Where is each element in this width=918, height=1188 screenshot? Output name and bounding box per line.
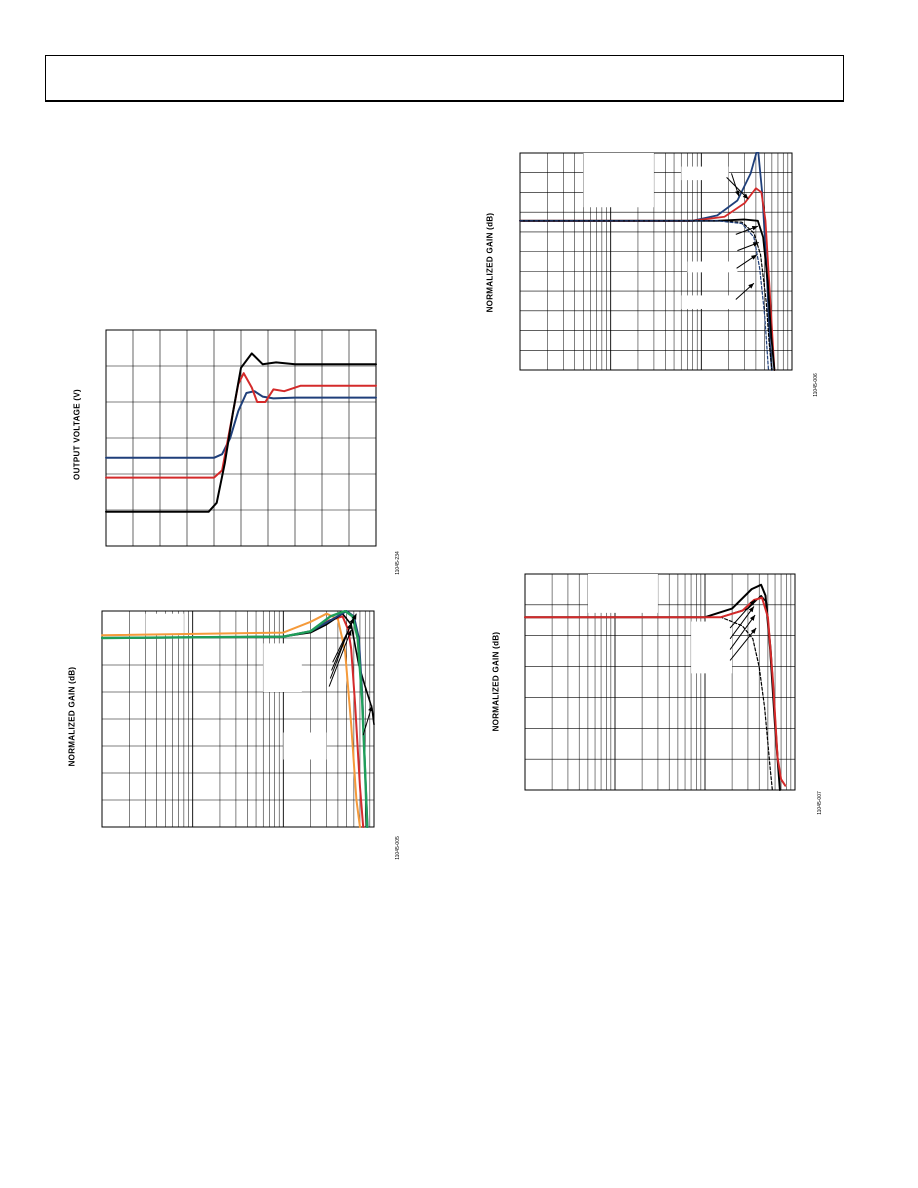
c3-annotation-arrow-3 — [737, 242, 759, 252]
chart-c2-y-axis-label: NORMALIZED GAIN (dB) — [67, 666, 77, 767]
c2-annotation-arrow-4 — [362, 705, 373, 736]
c1-series-line-2 — [105, 352, 377, 513]
c3-legend-area-3 — [687, 261, 738, 273]
c2-annotation-arrow-3 — [332, 613, 357, 663]
c3-series-line-2 — [519, 218, 776, 371]
c1-series-line-1 — [105, 372, 377, 479]
c3-series-line-1 — [519, 187, 776, 371]
c1-grid — [105, 329, 377, 547]
c2-legend-area-0 — [263, 643, 302, 692]
c4-annotation-arrow-2 — [729, 614, 756, 650]
normalized-gain-frequency-chart-b — [519, 152, 793, 371]
c3-legend-area-1 — [681, 166, 729, 181]
c2-series-line-0 — [101, 612, 361, 828]
c4-legend-area-0 — [587, 574, 658, 613]
c3-series-line-3 — [519, 220, 773, 371]
c2-legend-area-2 — [145, 613, 184, 636]
c2-series-line-2 — [101, 612, 375, 726]
c1-plot-frame — [105, 329, 377, 547]
chart-c3-svg — [519, 152, 793, 371]
c4-annotation-arrow-1 — [729, 606, 755, 640]
c3-annotation-arrow-2 — [735, 225, 759, 235]
chart-c4-svg — [524, 573, 796, 791]
c4-series-line-1 — [524, 616, 773, 791]
chart-c4-y-axis-label: NORMALIZED GAIN (dB) — [491, 631, 501, 732]
c2-grid — [101, 610, 374, 828]
c3-legend-area-2 — [681, 295, 735, 309]
c3-annotation-arrow-1 — [730, 173, 740, 197]
c4-legend-area-1 — [691, 621, 733, 674]
c2-legend-area-1 — [283, 732, 327, 760]
chart-c2-figure-id: 11045-005 — [395, 836, 401, 860]
c2-series-line-1 — [101, 615, 365, 828]
c1-series-line-0 — [105, 390, 377, 459]
c4-series-line-2 — [524, 594, 781, 791]
c3-grid — [519, 152, 792, 371]
c3-annotation-arrow-4 — [736, 254, 758, 269]
c3-annotation-arrow-0 — [726, 177, 749, 200]
c4-annotation-arrow-3 — [729, 627, 757, 661]
c3-series-line-0 — [519, 152, 773, 371]
c4-annotation-arrow-0 — [729, 599, 756, 629]
c3-plot-frame — [519, 152, 793, 371]
c3-annotation-arrow-5 — [735, 282, 755, 300]
output-voltage-step-response-chart — [105, 329, 377, 547]
chart-c1-y-axis-label: OUTPUT VOLTAGE (V) — [72, 389, 82, 480]
c4-series-line-3 — [524, 596, 787, 787]
chart-c2-svg — [101, 610, 375, 828]
chart-c1-figure-id: 11045-234 — [395, 551, 401, 575]
c2-series-line-4 — [101, 610, 369, 828]
chart-c1-svg — [105, 329, 377, 547]
chart-c3-y-axis-label: NORMALIZED GAIN (dB) — [485, 212, 495, 313]
chart-c3-figure-id: 11045-006 — [813, 373, 819, 397]
normalized-gain-frequency-chart-a — [101, 610, 375, 828]
chart-c4-figure-id: 11045-007 — [817, 791, 823, 815]
c3-series-line-4 — [519, 220, 770, 371]
c2-annotation-arrow-0 — [328, 629, 352, 687]
page-header-frame — [45, 55, 844, 102]
c3-legend-area-0 — [583, 153, 654, 208]
c4-grid — [524, 573, 795, 791]
c4-plot-frame — [524, 573, 796, 791]
normalized-gain-frequency-chart-c — [524, 573, 796, 791]
